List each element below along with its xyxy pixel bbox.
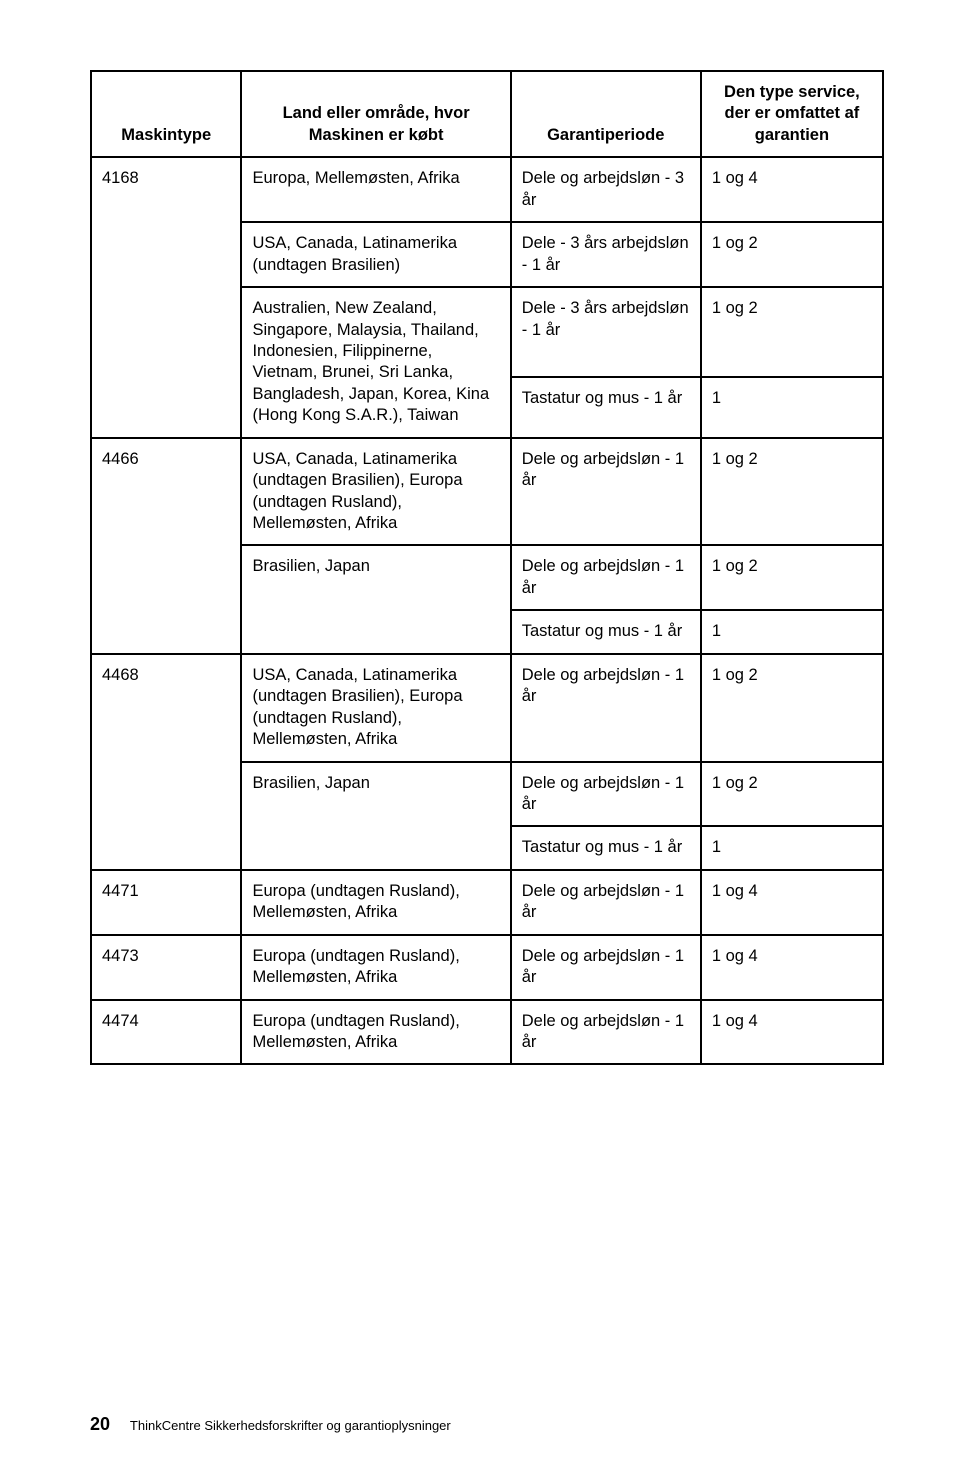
header-maskintype: Maskintype	[91, 71, 241, 157]
cell-maskintype: 4471	[91, 870, 241, 935]
cell-maskintype: 4466	[91, 438, 241, 654]
table-row: 4471Europa (undtagen Rusland), Mellemøst…	[91, 870, 883, 935]
header-garanti: Garantiperiode	[511, 71, 701, 157]
cell-garanti: Dele og arbejdsløn - 3 år	[511, 157, 701, 222]
cell-garanti: Dele og arbejdsløn - 1 år	[511, 438, 701, 546]
page-footer: 20 ThinkCentre Sikkerhedsforskrifter og …	[90, 1414, 451, 1435]
table-header: Maskintype Land eller område, hvor Maski…	[91, 71, 883, 157]
cell-land: Brasilien, Japan	[241, 762, 510, 870]
table-row: 4474Europa (undtagen Rusland), Mellemøst…	[91, 1000, 883, 1065]
cell-garanti: Tastatur og mus - 1 år	[511, 377, 701, 437]
cell-land: Brasilien, Japan	[241, 545, 510, 653]
cell-garanti: Dele og arbejdsløn - 1 år	[511, 870, 701, 935]
cell-garanti: Dele og arbejdsløn - 1 år	[511, 545, 701, 610]
cell-garanti: Dele og arbejdsløn - 1 år	[511, 935, 701, 1000]
cell-land: Europa, Mellemøsten, Afrika	[241, 157, 510, 222]
document-page: Maskintype Land eller område, hvor Maski…	[0, 0, 954, 1475]
cell-service: 1 og 2	[701, 654, 883, 762]
page-number: 20	[90, 1414, 110, 1434]
cell-service: 1 og 2	[701, 287, 883, 377]
cell-maskintype: 4473	[91, 935, 241, 1000]
table-header-row: Maskintype Land eller område, hvor Maski…	[91, 71, 883, 157]
cell-garanti: Tastatur og mus - 1 år	[511, 826, 701, 869]
footer-text: ThinkCentre Sikkerhedsforskrifter og gar…	[130, 1418, 451, 1433]
cell-service: 1 og 4	[701, 870, 883, 935]
cell-land: USA, Canada, Latinamerika (undtagen Bras…	[241, 222, 510, 287]
cell-garanti: Dele og arbejdsløn - 1 år	[511, 1000, 701, 1065]
cell-garanti: Tastatur og mus - 1 år	[511, 610, 701, 653]
header-land: Land eller område, hvor Maskinen er købt	[241, 71, 510, 157]
table-body: 4168Europa, Mellemøsten, AfrikaDele og a…	[91, 157, 883, 1064]
cell-land: Europa (undtagen Rusland), Mellemøsten, …	[241, 1000, 510, 1065]
table-row: 4473Europa (undtagen Rusland), Mellemøst…	[91, 935, 883, 1000]
cell-garanti: Dele - 3 års arbejdsløn - 1 år	[511, 287, 701, 377]
table-row: 4168Europa, Mellemøsten, AfrikaDele og a…	[91, 157, 883, 222]
cell-land: Europa (undtagen Rusland), Mellemøsten, …	[241, 870, 510, 935]
cell-service: 1	[701, 377, 883, 437]
header-service: Den type service, der er omfattet af gar…	[701, 71, 883, 157]
warranty-table: Maskintype Land eller område, hvor Maski…	[90, 70, 884, 1065]
cell-garanti: Dele - 3 års arbejdsløn - 1 år	[511, 222, 701, 287]
cell-maskintype: 4168	[91, 157, 241, 437]
cell-service: 1 og 4	[701, 157, 883, 222]
cell-land: USA, Canada, Latinamerika (undtagen Bras…	[241, 438, 510, 546]
cell-land: Europa (undtagen Rusland), Mellemøsten, …	[241, 935, 510, 1000]
cell-maskintype: 4468	[91, 654, 241, 870]
cell-service: 1	[701, 610, 883, 653]
cell-service: 1 og 4	[701, 1000, 883, 1065]
cell-service: 1 og 2	[701, 222, 883, 287]
cell-garanti: Dele og arbejdsløn - 1 år	[511, 654, 701, 762]
cell-service: 1 og 2	[701, 545, 883, 610]
cell-service: 1 og 4	[701, 935, 883, 1000]
table-row: 4466USA, Canada, Latinamerika (undtagen …	[91, 438, 883, 546]
cell-service: 1 og 2	[701, 438, 883, 546]
cell-land: USA, Canada, Latinamerika (undtagen Bras…	[241, 654, 510, 762]
cell-garanti: Dele og arbejdsløn - 1 år	[511, 762, 701, 827]
table-row: 4468USA, Canada, Latinamerika (undtagen …	[91, 654, 883, 762]
cell-land: Australien, New Zealand, Singapore, Mala…	[241, 287, 510, 438]
cell-maskintype: 4474	[91, 1000, 241, 1065]
cell-service: 1	[701, 826, 883, 869]
cell-service: 1 og 2	[701, 762, 883, 827]
